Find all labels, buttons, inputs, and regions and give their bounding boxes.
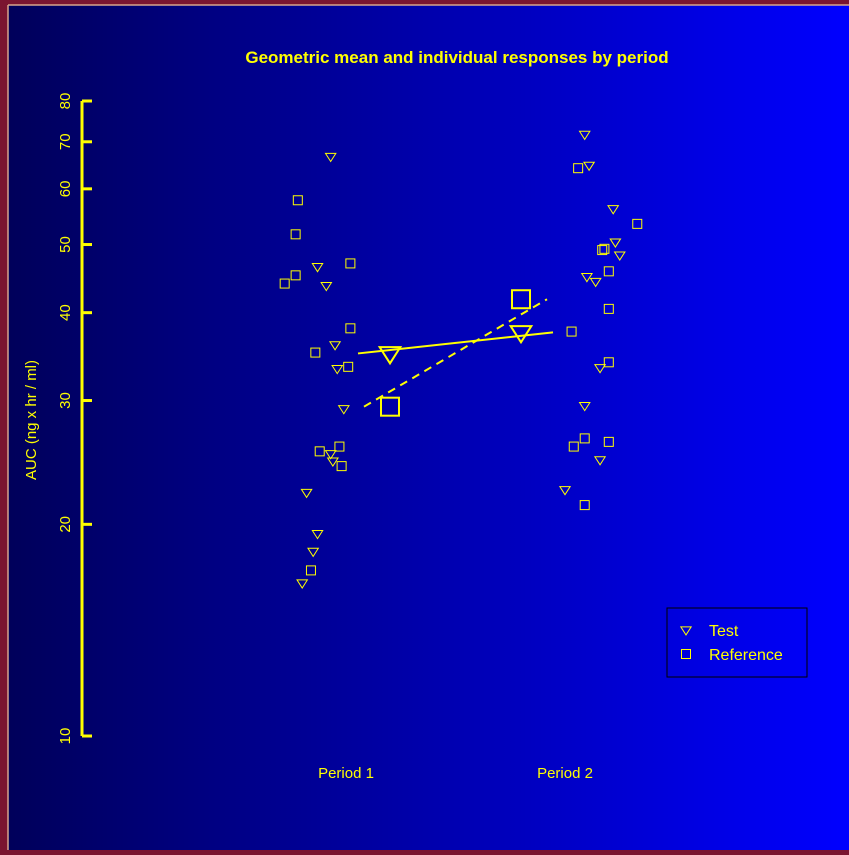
y-tick-label: 30 bbox=[57, 392, 74, 409]
reference-point bbox=[314, 446, 325, 457]
test-point bbox=[578, 401, 591, 412]
reference-point bbox=[290, 229, 301, 240]
test-point bbox=[583, 161, 596, 172]
reference-point bbox=[603, 266, 614, 277]
test-point bbox=[613, 251, 626, 261]
test-point bbox=[328, 341, 342, 351]
y-tick-label: 20 bbox=[57, 516, 74, 533]
test-point bbox=[593, 456, 607, 466]
reference-point bbox=[343, 361, 354, 372]
reference-point bbox=[336, 461, 347, 472]
data-points bbox=[279, 130, 643, 589]
y-tick-label: 80 bbox=[57, 93, 74, 110]
reference-point bbox=[310, 347, 321, 358]
test-point bbox=[589, 277, 602, 288]
reference-point bbox=[597, 245, 608, 256]
test-point bbox=[300, 488, 313, 499]
test-point bbox=[593, 364, 607, 374]
test-point bbox=[607, 205, 620, 215]
reference-point bbox=[345, 258, 356, 269]
geometric-means bbox=[357, 289, 554, 417]
legend-triangle-icon bbox=[679, 626, 693, 636]
x-axis-labels: Period 1 Period 2 bbox=[318, 765, 593, 782]
reference-point bbox=[305, 565, 316, 576]
chart-title: Geometric mean and individual responses … bbox=[245, 48, 668, 67]
test-point bbox=[337, 405, 350, 415]
reference-point bbox=[279, 278, 290, 289]
y-axis-label: AUC (ng x hr / ml) bbox=[23, 360, 40, 480]
test-point bbox=[296, 579, 309, 589]
y-axis: 10 20 30 40 50 60 70 80 bbox=[57, 93, 92, 745]
reference-point bbox=[568, 441, 579, 452]
reference-point bbox=[603, 436, 614, 447]
legend-box bbox=[666, 607, 808, 678]
reference-point bbox=[579, 433, 590, 444]
legend: Test Reference bbox=[666, 607, 808, 678]
test-point bbox=[609, 238, 622, 248]
y-tick-label: 60 bbox=[57, 181, 74, 198]
reference-point bbox=[603, 303, 614, 314]
reference-mean-line bbox=[363, 298, 548, 408]
test-point bbox=[324, 450, 337, 460]
reference-point bbox=[579, 500, 590, 511]
reference-mean-marker bbox=[380, 396, 400, 417]
reference-point bbox=[290, 270, 301, 281]
test-mean-marker bbox=[508, 325, 534, 345]
test-point bbox=[580, 273, 593, 283]
reference-point bbox=[345, 323, 356, 334]
test-point bbox=[331, 364, 344, 375]
reference-mean-marker bbox=[511, 289, 531, 310]
y-tick-label: 10 bbox=[57, 728, 74, 745]
reference-point bbox=[292, 195, 303, 206]
x-category-label: Period 2 bbox=[537, 765, 593, 782]
legend-label: Test bbox=[709, 623, 739, 640]
test-point bbox=[578, 130, 591, 141]
test-mean-line bbox=[357, 331, 554, 355]
plot-panel bbox=[8, 5, 849, 850]
test-point bbox=[558, 486, 572, 496]
test-mean-marker bbox=[377, 346, 403, 366]
test-point bbox=[326, 457, 339, 467]
reference-point bbox=[334, 441, 345, 452]
y-tick-label: 50 bbox=[57, 236, 74, 253]
reference-point bbox=[603, 357, 614, 368]
y-tick-label: 40 bbox=[57, 304, 74, 321]
test-point bbox=[320, 282, 333, 292]
legend-square-icon bbox=[681, 649, 691, 659]
reference-point bbox=[599, 243, 610, 254]
reference-point bbox=[566, 326, 577, 337]
legend-label: Reference bbox=[709, 647, 783, 664]
test-point bbox=[307, 547, 320, 558]
x-category-label: Period 1 bbox=[318, 765, 374, 782]
test-point bbox=[311, 263, 324, 273]
reference-point bbox=[632, 218, 643, 229]
test-point bbox=[324, 152, 337, 163]
test-point bbox=[311, 529, 324, 540]
y-tick-label: 70 bbox=[57, 133, 74, 150]
reference-point bbox=[573, 163, 584, 174]
